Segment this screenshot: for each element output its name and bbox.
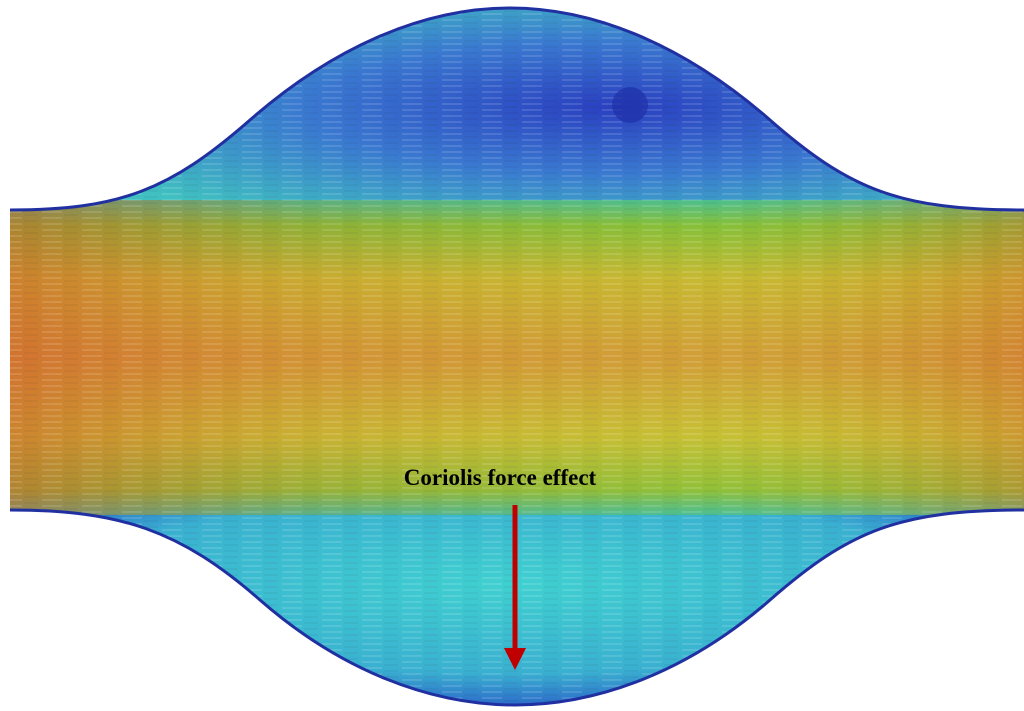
vortex-core: [612, 87, 648, 123]
flow-figure: Coriolis force effect: [0, 0, 1024, 711]
streak-texture: [0, 0, 1024, 711]
flow-field: [0, 0, 1024, 711]
page: Coriolis force effect (() => { const dat…: [0, 0, 1024, 711]
annotation-label: Coriolis force effect: [404, 465, 597, 490]
